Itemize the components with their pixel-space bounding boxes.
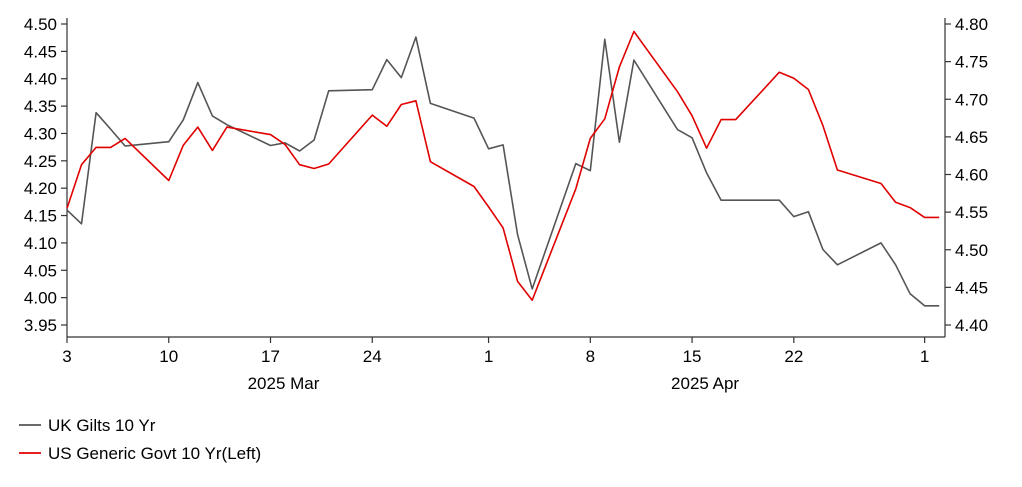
left-y-tick-label: 4.10 [24,234,57,253]
left-y-tick-label: 3.95 [24,316,57,335]
x-tick-label: 1 [920,347,929,366]
x-tick-label: 24 [363,347,382,366]
x-tick-label: 1 [484,347,493,366]
axes-layer: 3.95 4.00 4.05 4.10 4.15 4.20 4.25 4.30 4.35 4.40… [24,15,988,393]
right-y-tick-label: 4.80 [955,15,988,34]
left-y-tick-label: 4.50 [24,15,57,34]
right-y-tick-label: 4.55 [955,203,988,222]
x-tick-label: 15 [683,347,702,366]
plot-layer [66,30,940,307]
legend: UK Gilts 10 Yr US Generic Govt 10 Yr(Left… [19,416,261,463]
right-y-tick-label: 4.60 [955,166,988,185]
right-y-tick-label: 4.45 [955,278,988,297]
left-y-tick-label: 4.00 [24,289,57,308]
left-y-tick-label: 4.30 [24,124,57,143]
left-y-tick-label: 4.35 [24,97,57,116]
left-y-tick-label: 4.15 [24,207,57,226]
legend-label: UK Gilts 10 Yr [48,416,156,435]
left-y-tick-label: 4.25 [24,152,57,171]
right-y-tick-label: 4.40 [955,316,988,335]
series-line-us-govt [66,30,940,302]
x-tick-label: 10 [159,347,178,366]
right-y-tick-label: 4.75 [955,53,988,72]
left-y-tick-label: 4.40 [24,70,57,89]
left-y-tick-label: 4.45 [24,42,57,61]
legend-label: US Generic Govt 10 Yr(Left) [48,444,261,463]
series-line-uk-gilts [66,36,940,307]
right-y-tick-label: 4.50 [955,241,988,260]
x-tick-label: 3 [62,347,71,366]
x-tick-label: 22 [784,347,803,366]
x-tick-label: 8 [586,347,595,366]
x-month-label: 2025 Mar [248,374,320,393]
left-y-tick-label: 4.05 [24,261,57,280]
left-y-tick-label: 4.20 [24,179,57,198]
x-tick-label: 17 [261,347,280,366]
right-y-tick-label: 4.70 [955,90,988,109]
x-month-label: 2025 Apr [671,374,739,393]
right-y-tick-label: 4.65 [955,128,988,147]
